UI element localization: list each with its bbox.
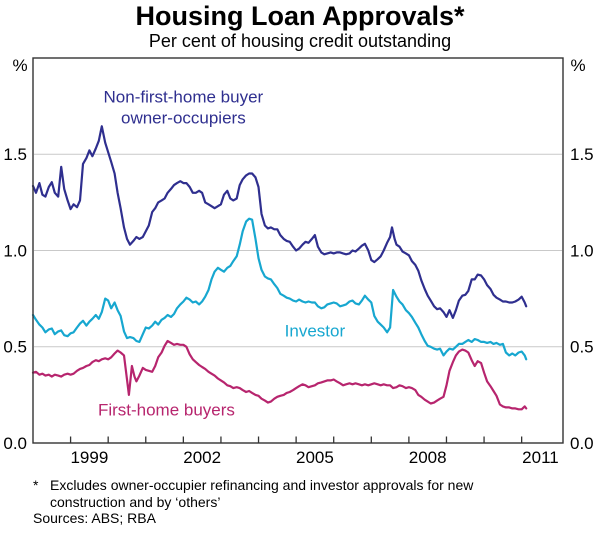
footnote-asterisk: *	[33, 477, 39, 493]
x-axis-label-2002: 2002	[183, 448, 221, 467]
series-label-2-line-0: First-home buyers	[98, 400, 235, 419]
y-axis-label-right-1.5: 1.5	[570, 145, 594, 164]
series-line-2	[31, 339, 528, 411]
sources-line: Sources: ABS; RBA	[33, 510, 156, 526]
series-line-1	[31, 217, 528, 361]
y-axis-label-left-1.5: 1.5	[3, 145, 27, 164]
y-axis-unit-right: %	[570, 56, 585, 75]
series-label-0-line-0: Non-first-home buyer	[104, 87, 264, 106]
y-axis-label-left-0.0: 0.0	[3, 434, 27, 453]
x-axis-label-2011: 2011	[522, 448, 559, 467]
y-axis-label-right-1.0: 1.0	[570, 241, 594, 260]
series-label-0-line-1: owner-occupiers	[121, 109, 246, 128]
x-axis-label-1999: 1999	[70, 448, 108, 467]
footnote-line-2: construction and by ‘others’	[50, 493, 221, 510]
plot-frame	[32, 57, 564, 444]
x-axis-label-2008: 2008	[409, 448, 447, 467]
y-axis-label-left-0.5: 0.5	[3, 338, 27, 357]
y-axis-label-right-0.5: 0.5	[570, 338, 594, 357]
series-line-0	[31, 125, 528, 319]
y-axis-label-left-1.0: 1.0	[3, 241, 27, 260]
chart-title: Housing Loan Approvals*	[135, 1, 465, 31]
chart-subtitle: Per cent of housing credit outstanding	[148, 31, 452, 51]
y-axis-label-right-0.0: 0.0	[570, 434, 594, 453]
x-axis-label-2005: 2005	[296, 448, 334, 467]
y-axis-unit-left: %	[12, 56, 27, 75]
footnote-line-1: Excludes owner-occupier refinancing and …	[50, 477, 474, 493]
footnote: * Excludes owner-occupier refinancing an…	[33, 477, 573, 510]
series-label-1-line-0: Investor	[285, 321, 346, 340]
